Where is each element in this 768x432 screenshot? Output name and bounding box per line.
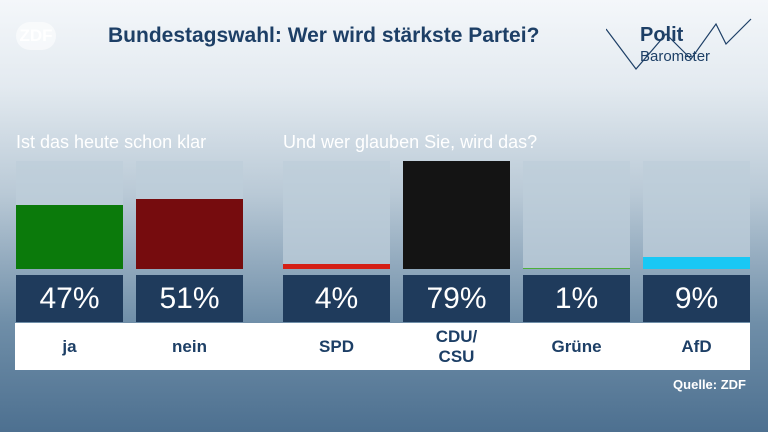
value-label: 47% xyxy=(16,275,123,322)
subtitle: Und wer glauben Sie, wird das? xyxy=(283,132,538,152)
bar xyxy=(16,204,123,269)
category-label: nein xyxy=(172,336,207,356)
bar-background xyxy=(643,161,750,269)
bar-background xyxy=(283,161,390,269)
category-label: CDU/ CSU xyxy=(435,326,478,366)
source: Quelle: ZDF xyxy=(673,377,746,392)
value-label: 4% xyxy=(283,275,390,322)
logo: ZDF xyxy=(16,22,56,50)
bar xyxy=(643,256,750,269)
value-label: 51% xyxy=(136,275,243,322)
value-label: 9% xyxy=(643,275,750,322)
brand-text: Polit xyxy=(640,24,684,46)
brand-logo xyxy=(606,18,752,70)
bar xyxy=(283,263,390,269)
title: Bundestagswahl: Wer wird stärkste Partei… xyxy=(108,24,540,47)
value-label: 79% xyxy=(403,275,510,322)
category-label: AfD xyxy=(681,336,712,356)
brand-text: Barometer xyxy=(640,48,711,65)
label-band xyxy=(15,323,750,370)
bar xyxy=(403,161,510,269)
bar xyxy=(523,267,630,269)
value-label: 1% xyxy=(523,275,630,322)
category-label: SPD xyxy=(319,336,354,356)
category-label: ja xyxy=(62,336,77,356)
category-label: Grüne xyxy=(551,336,602,356)
bar xyxy=(136,199,243,269)
subtitle: Ist das heute schon klar xyxy=(16,132,207,152)
bar-background xyxy=(523,161,630,269)
